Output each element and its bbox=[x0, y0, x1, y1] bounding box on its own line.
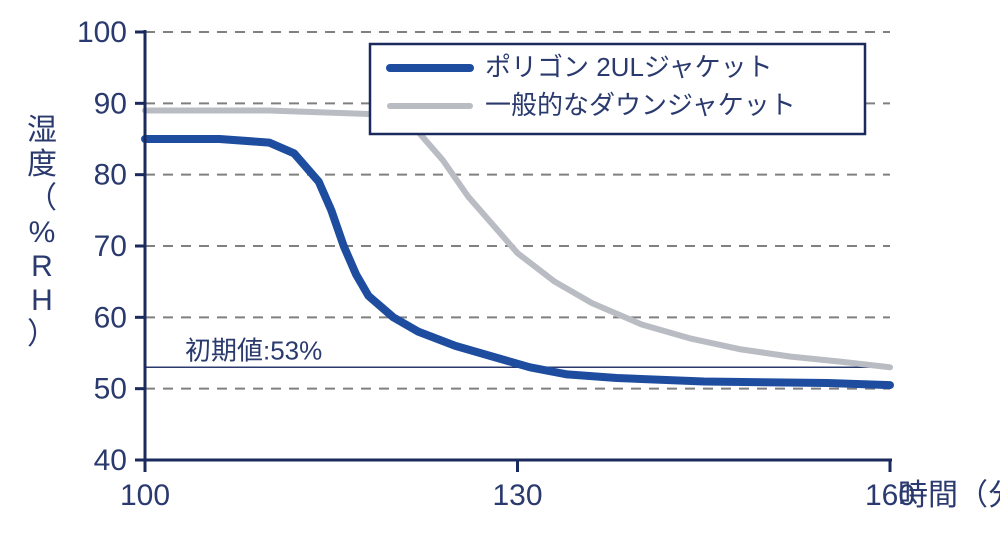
y-axis-title-char: （ bbox=[27, 182, 57, 215]
y-axis-title-char: 度 bbox=[27, 148, 57, 181]
x-tick-label: 130 bbox=[492, 479, 542, 512]
y-tick-label: 70 bbox=[94, 230, 127, 263]
x-axis-title: 時間（分） bbox=[898, 479, 1000, 512]
chart-svg: 405060708090100100130160湿度（%RH）時間（分）初期値:… bbox=[0, 0, 1000, 542]
y-tick-label: 60 bbox=[94, 301, 127, 334]
reference-label: 初期値:53% bbox=[185, 335, 322, 365]
x-tick-label: 100 bbox=[120, 479, 170, 512]
y-tick-label: 50 bbox=[94, 373, 127, 406]
y-axis-title-char: H bbox=[31, 284, 53, 317]
series-line bbox=[145, 111, 890, 368]
y-axis-title-char: ） bbox=[27, 318, 57, 351]
legend-item-label: 一般的なダウンジャケット bbox=[485, 90, 796, 120]
legend-item-label: ポリゴン 2ULジャケット bbox=[485, 52, 773, 82]
y-axis-title-char: 湿 bbox=[27, 114, 57, 147]
y-tick-label: 80 bbox=[94, 159, 127, 192]
y-axis-title-char: % bbox=[29, 216, 56, 249]
y-tick-label: 100 bbox=[77, 16, 127, 49]
humidity-chart: 405060708090100100130160湿度（%RH）時間（分）初期値:… bbox=[0, 0, 1000, 542]
y-tick-label: 40 bbox=[94, 444, 127, 477]
y-tick-label: 90 bbox=[94, 87, 127, 120]
y-axis-title-char: R bbox=[31, 250, 53, 283]
